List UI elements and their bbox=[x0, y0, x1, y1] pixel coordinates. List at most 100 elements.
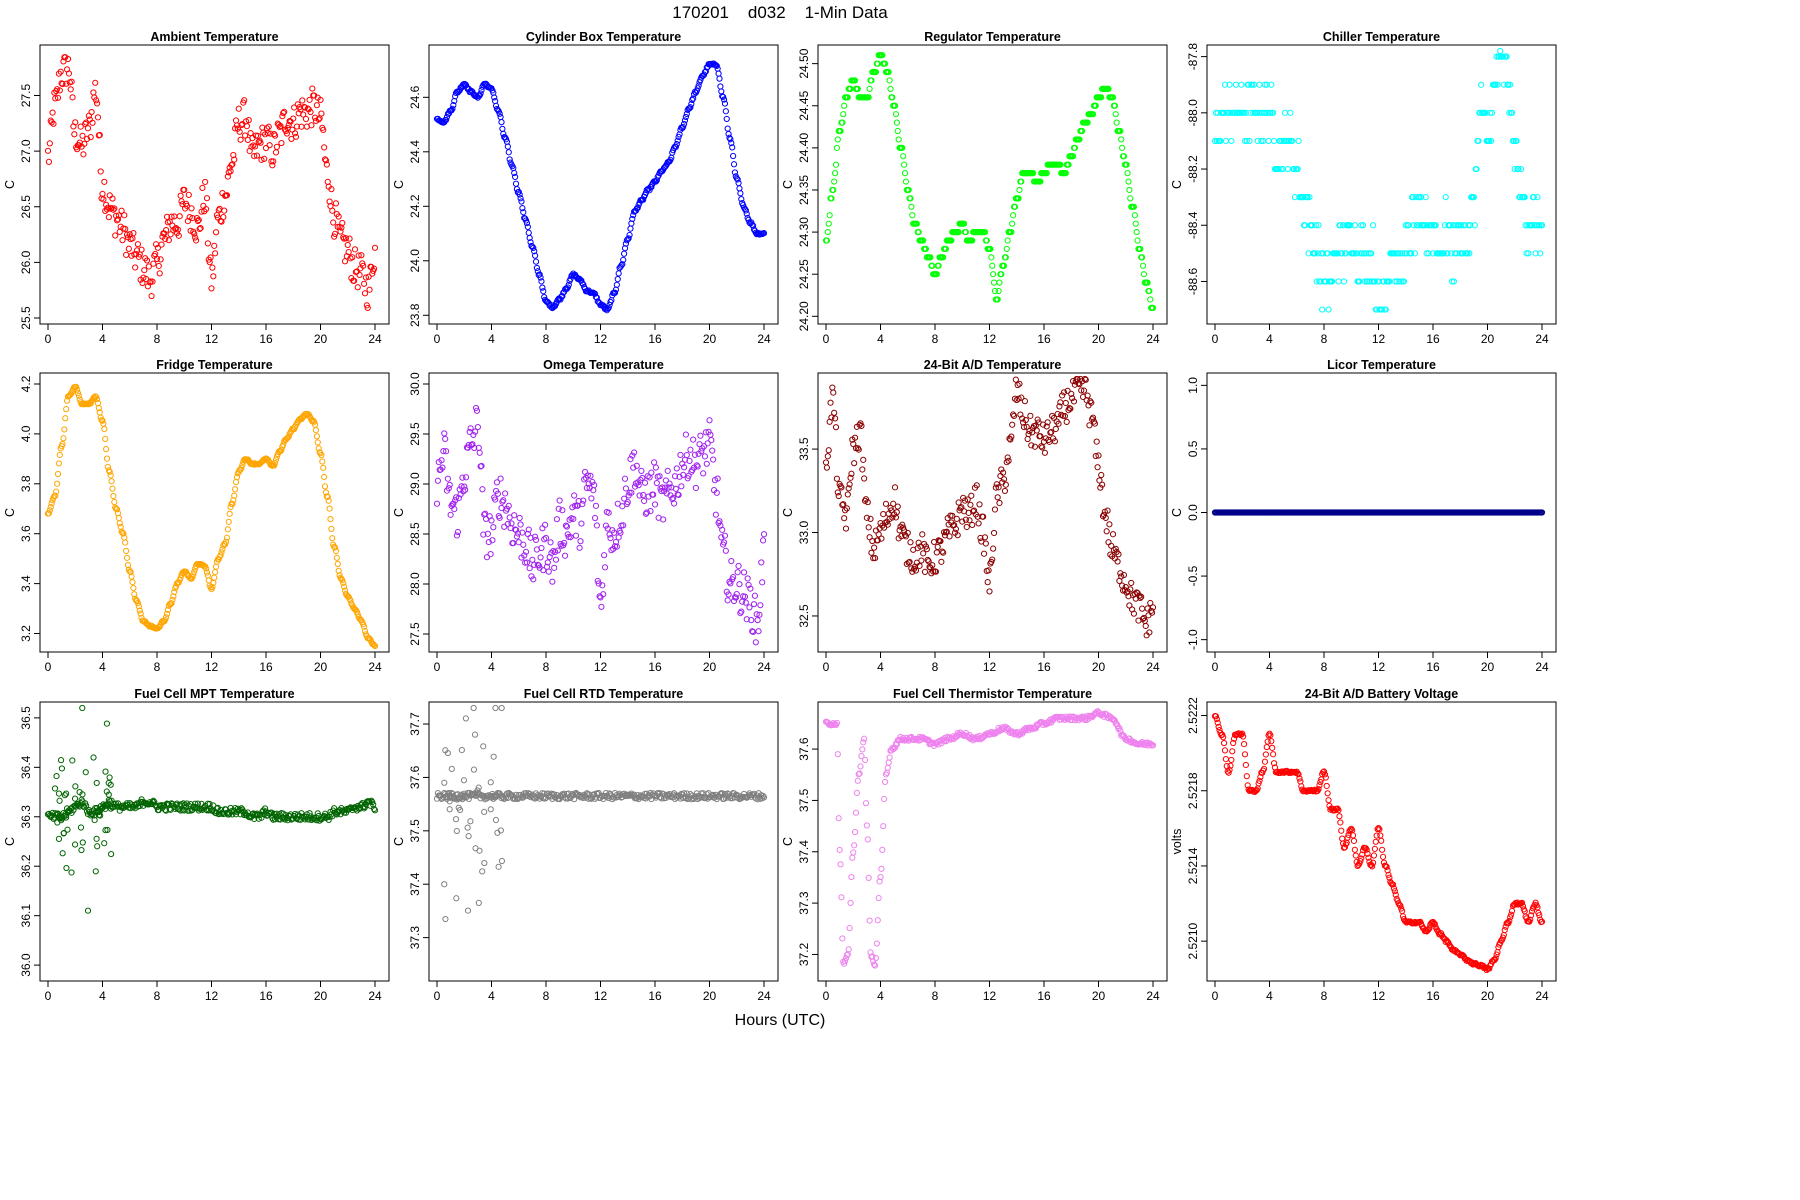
data-point bbox=[874, 917, 881, 924]
data-point bbox=[441, 881, 448, 888]
x-tick-label: 4 bbox=[1266, 660, 1273, 674]
data-point bbox=[251, 152, 258, 160]
data-point bbox=[1263, 743, 1270, 751]
x-tick-label: 12 bbox=[594, 989, 608, 1003]
data-point bbox=[355, 252, 362, 259]
data-point bbox=[739, 598, 746, 605]
data-point bbox=[1359, 222, 1367, 229]
x-tick-label: 8 bbox=[154, 332, 161, 346]
data-point bbox=[572, 532, 580, 539]
data-point bbox=[752, 639, 759, 646]
data-point bbox=[63, 80, 70, 87]
data-point bbox=[1264, 738, 1271, 745]
data-point bbox=[1377, 832, 1384, 839]
y-axis-label: C bbox=[392, 508, 406, 517]
data-point bbox=[56, 87, 63, 94]
data-point bbox=[900, 153, 907, 160]
data-point bbox=[112, 232, 119, 239]
x-tick-label: 12 bbox=[205, 660, 219, 674]
data-point bbox=[570, 515, 577, 523]
data-point bbox=[954, 532, 961, 539]
data-point bbox=[462, 81, 469, 88]
y-tick-label: 26.0 bbox=[19, 250, 33, 274]
data-point bbox=[1504, 919, 1511, 926]
data-point bbox=[584, 472, 591, 479]
data-point bbox=[328, 525, 335, 533]
data-point bbox=[593, 522, 600, 529]
data-point bbox=[585, 480, 592, 487]
data-point bbox=[880, 511, 887, 518]
data-point bbox=[118, 528, 125, 535]
data-point bbox=[623, 237, 630, 244]
data-point bbox=[980, 550, 988, 557]
data-point bbox=[1475, 137, 1482, 145]
data-point bbox=[1450, 278, 1457, 285]
data-point bbox=[841, 507, 849, 514]
data-point bbox=[468, 791, 475, 798]
data-point bbox=[526, 790, 533, 798]
data-point bbox=[53, 480, 61, 487]
data-point bbox=[891, 102, 899, 109]
data-point bbox=[970, 507, 978, 514]
data-point bbox=[636, 492, 643, 499]
data-point bbox=[366, 286, 373, 293]
data-point bbox=[1028, 442, 1035, 449]
data-point bbox=[465, 441, 472, 449]
data-point bbox=[1027, 412, 1034, 419]
data-point bbox=[973, 482, 980, 489]
data-point bbox=[233, 474, 241, 481]
data-point bbox=[850, 849, 857, 856]
data-point bbox=[581, 468, 589, 476]
data-point bbox=[52, 492, 59, 499]
data-point bbox=[563, 523, 570, 530]
data-point bbox=[675, 491, 682, 499]
x-tick-label: 4 bbox=[99, 332, 106, 346]
data-point bbox=[940, 254, 947, 261]
data-point bbox=[952, 525, 959, 533]
data-point bbox=[1043, 170, 1050, 177]
data-point bbox=[556, 497, 563, 504]
panel-title: Fuel Cell RTD Temperature bbox=[524, 687, 684, 701]
data-point bbox=[130, 229, 137, 237]
data-point bbox=[223, 192, 231, 199]
data-point bbox=[1521, 194, 1528, 201]
data-point bbox=[1063, 418, 1070, 425]
data-point bbox=[266, 142, 273, 149]
data-point bbox=[718, 534, 725, 541]
data-point bbox=[82, 769, 89, 776]
y-tick-label: 29.5 bbox=[408, 422, 422, 446]
data-point bbox=[485, 538, 492, 546]
data-point bbox=[478, 87, 485, 94]
data-point bbox=[545, 568, 552, 575]
data-point bbox=[698, 448, 705, 455]
data-point bbox=[361, 803, 369, 811]
data-point bbox=[79, 704, 86, 712]
data-point bbox=[334, 223, 341, 230]
data-point bbox=[1260, 765, 1268, 772]
data-point bbox=[249, 135, 256, 142]
data-point bbox=[127, 805, 134, 812]
data-point bbox=[306, 413, 313, 420]
data-point bbox=[94, 114, 102, 121]
data-point bbox=[281, 108, 288, 115]
data-point bbox=[474, 423, 481, 431]
data-point bbox=[1061, 412, 1068, 420]
data-point bbox=[226, 510, 233, 517]
data-point bbox=[1127, 586, 1134, 593]
data-point bbox=[120, 530, 127, 537]
data-point bbox=[855, 771, 862, 778]
data-point bbox=[1123, 589, 1130, 596]
data-point bbox=[1015, 195, 1022, 202]
data-point bbox=[467, 818, 474, 825]
x-tick-label: 8 bbox=[1321, 332, 1328, 346]
data-point bbox=[831, 415, 839, 422]
data-point bbox=[712, 62, 719, 69]
data-point bbox=[1428, 222, 1436, 229]
data-point bbox=[1140, 271, 1148, 278]
data-point bbox=[1511, 165, 1518, 173]
data-point bbox=[1244, 782, 1251, 789]
data-point bbox=[757, 602, 764, 609]
y-tick-label: 2.5214 bbox=[1186, 847, 1200, 884]
data-point bbox=[1439, 934, 1447, 941]
data-point bbox=[162, 616, 169, 624]
